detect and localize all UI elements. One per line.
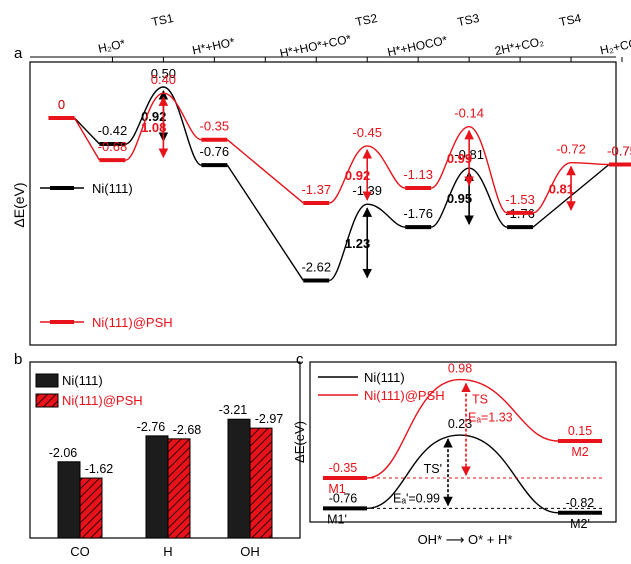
- legend-label: Ni(111): [92, 181, 133, 196]
- barrier-label: 1.23: [345, 236, 370, 251]
- barrier-label: Eₐ=1.33: [468, 411, 513, 425]
- panel-a-ylabel: ΔE(eV): [11, 182, 27, 227]
- state-label: H₂O*: [97, 36, 127, 55]
- energy-path: [366, 378, 559, 479]
- level-label: -0.75: [607, 144, 631, 159]
- level-label: 0: [58, 97, 65, 112]
- level-label: -0.76: [329, 491, 358, 505]
- level-label: -1.53: [505, 192, 535, 207]
- barrier-label: 1.08: [141, 120, 166, 135]
- level-label: 0.15: [568, 424, 592, 438]
- legend-label: Ni(111): [364, 370, 405, 385]
- barrier-label: 0.99: [447, 151, 472, 166]
- ts-label: 0.50: [151, 66, 176, 81]
- bar-ni111-psh: [167, 438, 191, 539]
- ts-label: 0.40: [151, 72, 176, 87]
- legend-label: Ni(111): [62, 373, 103, 388]
- level-label: -0.68: [98, 139, 128, 154]
- bar-ni111-psh: [79, 477, 103, 539]
- barrier-label: 0.95: [447, 191, 472, 206]
- state-label: H₂+CO₂: [599, 35, 631, 58]
- ts-label: -0.14: [454, 106, 484, 121]
- ts-label: -0.45: [352, 125, 382, 140]
- ts-name: TS': [424, 462, 442, 476]
- bar-ni111: [227, 418, 251, 539]
- state-name: M2: [571, 445, 588, 459]
- panel-c-xlabel: OH* ⟶ O* + H*: [418, 532, 513, 547]
- level-label: -0.35: [329, 461, 358, 475]
- category-label: CO: [70, 544, 90, 559]
- state-label: H*+HOCO*: [386, 33, 449, 59]
- legend-label: Ni(111)@PSH: [62, 393, 143, 408]
- bar-label: -1.62: [85, 462, 114, 476]
- state-name: M2': [570, 517, 590, 531]
- level-label: 0: [58, 97, 65, 112]
- bar-label: -2.06: [49, 446, 78, 460]
- panel-c-frame: [309, 361, 617, 523]
- level-label: -1.76: [403, 206, 433, 221]
- level-label: -0.35: [200, 119, 230, 134]
- state-label: TS3: [456, 11, 481, 29]
- state-name: M1': [327, 512, 347, 526]
- panel-c-label: c: [296, 351, 304, 368]
- barrier-label: 0.92: [345, 168, 370, 183]
- panel-a-top-ticks: H₂O* TS1 H*+HO* H*+HO*+CO*TS2 H*+HOCO* TS3 2H*…: [30, 11, 631, 62]
- category-label: H: [163, 544, 172, 559]
- bar-label: -2.97: [255, 412, 284, 426]
- level-label: -1.13: [403, 167, 433, 182]
- bar-ni111-psh: [249, 427, 273, 539]
- panel-c-ylabel: ΔE(eV): [292, 421, 307, 463]
- panel-a-plot: 0-0.42-0.76-2.62-1.76-1.76-0.750.500.92-…: [40, 66, 631, 330]
- state-label: TS1: [150, 11, 175, 29]
- level-label: -2.62: [301, 259, 331, 274]
- level-label: -0.42: [98, 123, 128, 138]
- legend-swatch: [35, 393, 59, 408]
- panel-c-plot: -0.76M1'-0.82M2'0.23TS'Eₐ'=0.99Ni(111)-0…: [318, 362, 602, 531]
- level-label: -0.76: [200, 144, 230, 159]
- bar-label: -3.21: [219, 403, 248, 417]
- legend-label: Ni(111)@PSH: [92, 315, 173, 330]
- bar-ni111: [145, 435, 169, 539]
- energy-path: [73, 92, 610, 214]
- bar-ni111: [57, 461, 81, 539]
- barrier-label: Eₐ'=0.99: [393, 491, 440, 505]
- level-label: -1.37: [301, 182, 331, 197]
- state-label: H*+HO*: [191, 35, 236, 58]
- bar-label: -2.68: [173, 423, 202, 437]
- legend-label: Ni(111)@PSH: [364, 388, 445, 403]
- panel-a-label: a: [14, 45, 23, 62]
- level-label: -0.82: [566, 496, 595, 510]
- ts-name: TS: [472, 393, 488, 407]
- state-label: TS4: [558, 11, 583, 29]
- bar-label: -2.76: [137, 420, 166, 434]
- energy-path: [366, 434, 559, 514]
- barrier-label: 0.81: [549, 181, 574, 196]
- level-label: -0.75: [607, 144, 631, 159]
- state-label: H*+HO*+CO*: [278, 32, 352, 61]
- panel-b-label: b: [14, 351, 22, 368]
- category-label: OH: [240, 544, 260, 559]
- energy-path: [73, 86, 610, 282]
- panel-a-frame: [29, 61, 617, 346]
- ts-label: 0.98: [448, 362, 472, 376]
- state-label: TS2: [354, 11, 379, 29]
- state-label: 2H*+CO₂: [493, 34, 545, 58]
- ts-label: -0.72: [556, 142, 586, 157]
- legend-swatch: [35, 373, 59, 388]
- state-name: M1: [328, 482, 345, 496]
- panel-b-plot: CO -2.06 -1.62 H -2.76 -2.68 OH -3.21 -2.97 Ni(11…: [35, 373, 284, 559]
